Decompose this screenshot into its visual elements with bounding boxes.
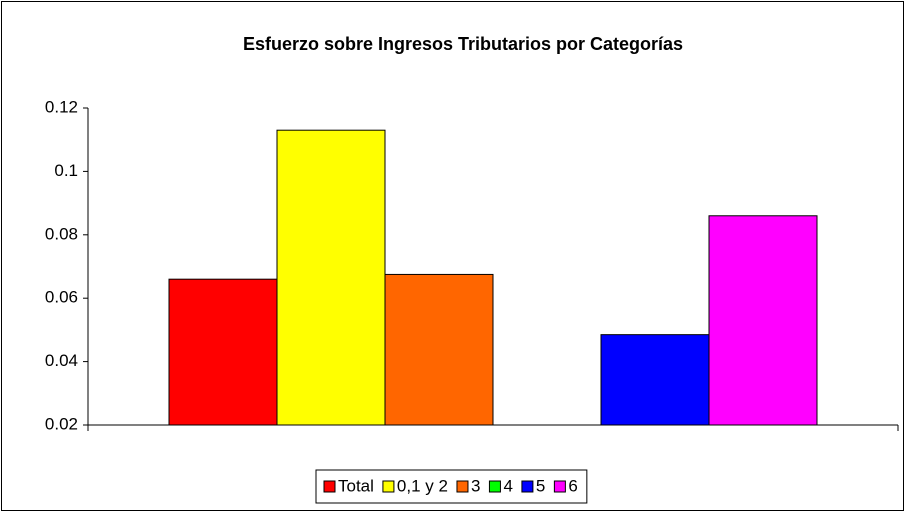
y-tick-label: 0.02 bbox=[45, 414, 78, 433]
bar bbox=[276, 129, 386, 426]
legend-swatch bbox=[488, 480, 501, 493]
legend-label: 4 bbox=[503, 476, 512, 495]
legend-label: Total bbox=[338, 476, 374, 495]
chart-title: Esfuerzo sobre Ingresos Tributarios por … bbox=[243, 34, 683, 54]
legend-label: 5 bbox=[536, 476, 545, 495]
y-tick-label: 0.12 bbox=[45, 97, 78, 116]
legend: Total 0,1 y 2 3 4 5 6 bbox=[315, 469, 588, 504]
legend-label: 0,1 y 2 bbox=[397, 476, 448, 495]
legend-swatch bbox=[382, 480, 395, 493]
legend-box bbox=[315, 469, 588, 504]
legend-swatch bbox=[521, 480, 534, 493]
bar bbox=[708, 215, 818, 426]
bar bbox=[168, 278, 278, 426]
bar bbox=[384, 273, 494, 426]
y-tick-label: 0.04 bbox=[45, 351, 78, 370]
legend-swatch bbox=[456, 480, 469, 493]
legend-swatch bbox=[323, 480, 336, 493]
y-tick-label: 0.06 bbox=[45, 288, 78, 307]
y-tick-label: 0.08 bbox=[45, 224, 78, 243]
legend-swatch bbox=[553, 480, 566, 493]
y-tick-label: 0.1 bbox=[54, 161, 78, 180]
bar bbox=[600, 334, 710, 426]
legend-label: 3 bbox=[471, 476, 480, 495]
legend-label: 6 bbox=[568, 476, 577, 495]
